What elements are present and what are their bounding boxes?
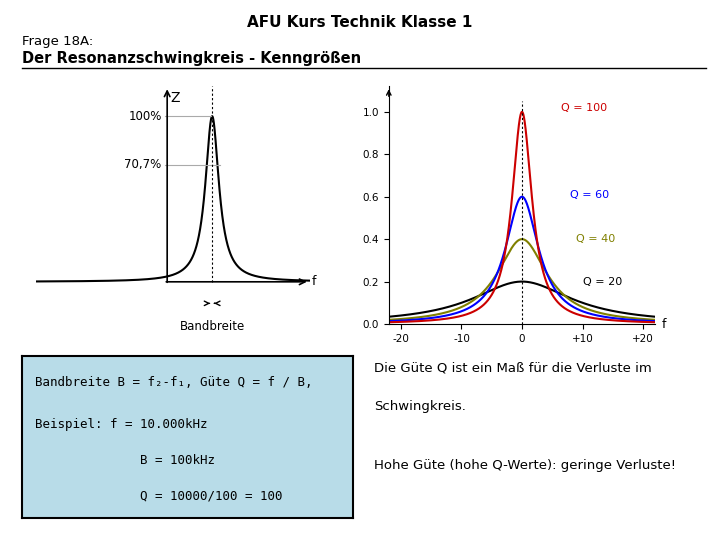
Text: 100%: 100% (128, 110, 161, 123)
Text: f: f (312, 275, 316, 288)
Text: Hohe Güte (hohe Q-Werte): geringe Verluste!: Hohe Güte (hohe Q-Werte): geringe Verlus… (374, 459, 676, 472)
Text: B = 100kHz: B = 100kHz (35, 454, 215, 467)
Text: Q = 60: Q = 60 (570, 190, 610, 200)
Text: 70,7%: 70,7% (125, 158, 161, 171)
Text: Schwingkreis.: Schwingkreis. (374, 400, 467, 413)
Text: Beispiel: f = 10.000kHz: Beispiel: f = 10.000kHz (35, 418, 207, 431)
Text: Q = 100: Q = 100 (562, 103, 608, 113)
Text: AFU Kurs Technik Klasse 1: AFU Kurs Technik Klasse 1 (247, 15, 473, 30)
Text: Q = 40: Q = 40 (577, 234, 616, 244)
Text: Der Resonanzschwingkreis - Kenngrößen: Der Resonanzschwingkreis - Kenngrößen (22, 51, 361, 66)
Text: Q = 10000/100 = 100: Q = 10000/100 = 100 (35, 489, 282, 502)
Text: Frage 18A:: Frage 18A: (22, 35, 93, 48)
Text: Bandbreite B = f₂-f₁, Güte Q = f / B,: Bandbreite B = f₂-f₁, Güte Q = f / B, (35, 376, 312, 389)
Text: Z: Z (170, 91, 180, 105)
Text: Q = 20: Q = 20 (582, 276, 622, 287)
Text: Die Güte Q ist ein Maß für die Verluste im: Die Güte Q ist ein Maß für die Verluste … (374, 362, 652, 375)
Text: Bandbreite: Bandbreite (179, 320, 245, 333)
Text: f: f (661, 318, 666, 330)
